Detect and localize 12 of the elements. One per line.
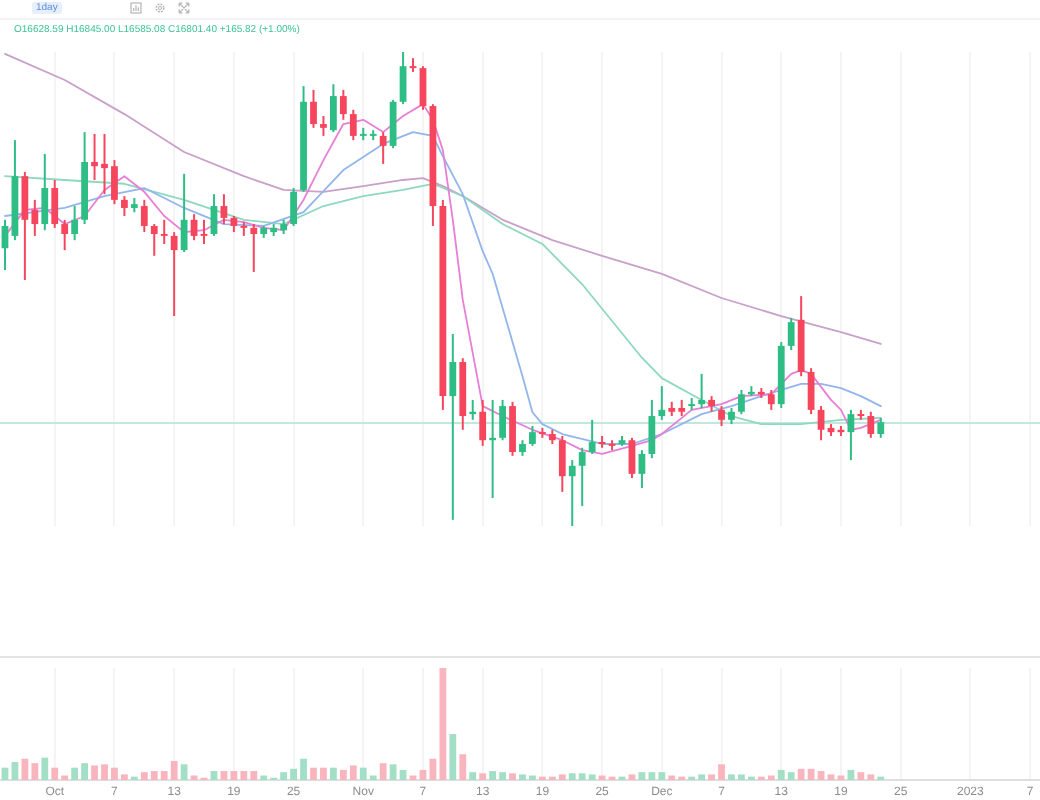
bar: [41, 757, 49, 780]
bar: [459, 754, 467, 780]
bar: [469, 772, 477, 780]
bar: [509, 773, 516, 780]
candlestick: [160, 219, 168, 244]
bar: [449, 734, 457, 780]
bar: [180, 764, 188, 780]
bar: [479, 773, 487, 780]
bar: [628, 774, 636, 780]
bar: [330, 767, 337, 780]
bar: [827, 774, 835, 780]
bar: [379, 763, 387, 780]
